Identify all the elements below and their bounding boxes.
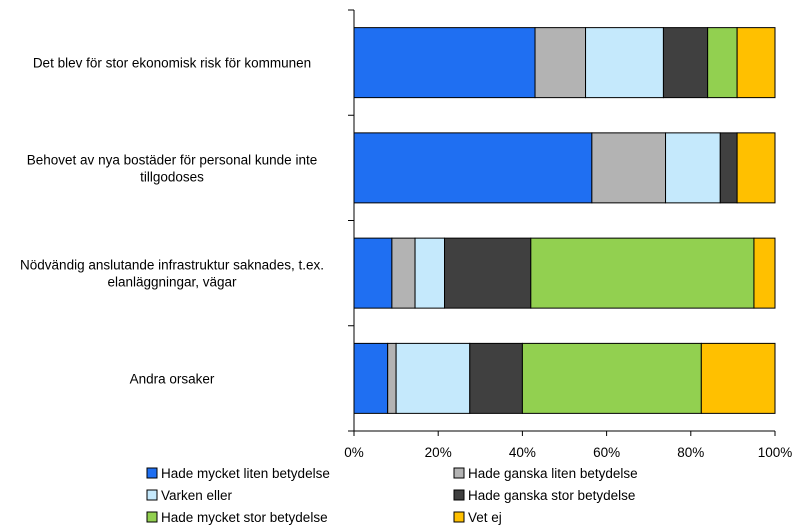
category-label-line: Andra orsaker [130,371,215,386]
legend-swatch [146,489,158,501]
bar-segment-c1-s1 [591,132,667,204]
legend-label: Hade ganska stor betydelse [468,488,635,503]
category-label: Nödvändig anslutande infrastruktur sakna… [20,258,324,290]
bar-segment-c2-s4 [530,237,755,309]
bar-segment-c0-s3 [662,27,709,99]
category-label-line: elanläggningar, vägar [107,275,237,290]
bar-segment-c2-s1 [391,237,416,309]
bar-segment-c1-s2 [665,132,721,204]
legend-swatch [453,511,465,523]
bar-segment-c1-s3 [719,132,738,204]
category-labels: Det blev för stor ekonomisk risk för kom… [20,56,324,387]
legend-label: Hade ganska liten betydelse [468,466,638,481]
bar-segment-c0-s0 [353,27,536,99]
axes-group [348,9,776,436]
category-label: Det blev för stor ekonomisk risk för kom… [33,56,311,71]
bar-segment-c1-s0 [353,132,593,204]
x-tick-label: 40% [509,445,536,460]
bar-segment-c2-s0 [353,237,393,309]
category-label: Behovet av nya bostäder för personal kun… [27,152,317,184]
bar-segment-c3-s4 [521,342,702,414]
x-tick-label: 0% [344,445,364,460]
category-label: Andra orsaker [130,371,215,386]
bar-segment-c2-s5 [753,237,776,309]
bar-segment-c2-s2 [414,237,446,309]
legend-swatch [146,511,158,523]
bar-segment-c3-s3 [469,342,523,414]
category-label-line: Behovet av nya bostäder för personal kun… [27,152,317,167]
legend-label: Vet ej [468,510,502,525]
bars-group [353,27,776,414]
bar-segment-c0-s2 [585,27,664,99]
bar-segment-c3-s0 [353,342,389,414]
x-tick-label: 60% [593,445,620,460]
bar-segment-c3-s2 [395,342,471,414]
x-tick-label: 100% [758,445,793,460]
legend-swatch [453,489,465,501]
legend-label: Varken eller [161,488,233,503]
bar-segment-c3-s1 [387,342,397,414]
category-label-line: tillgodoses [140,169,204,184]
legend-swatch [146,467,158,479]
bar-segment-c2-s3 [444,237,532,309]
x-tick-label: 20% [425,445,452,460]
category-label-line: Nödvändig anslutande infrastruktur sakna… [20,258,324,273]
legend-label: Hade mycket stor betydelse [161,510,328,525]
legend-label: Hade mycket liten betydelse [161,466,330,481]
bar-segment-c0-s1 [534,27,587,99]
legend-swatch [453,467,465,479]
bar-segment-c0-s5 [736,27,776,99]
bar-segment-c3-s5 [700,342,776,414]
x-tick-label: 80% [677,445,704,460]
legend: Hade mycket liten betydelse Hade ganska l… [146,466,638,525]
category-label-line: Det blev för stor ekonomisk risk för kom… [33,56,311,71]
bar-segment-c0-s4 [707,27,738,99]
bar-segment-c1-s5 [736,132,776,204]
x-tick-labels: 0% 20% 40% 60% 80% 100% [344,445,792,460]
